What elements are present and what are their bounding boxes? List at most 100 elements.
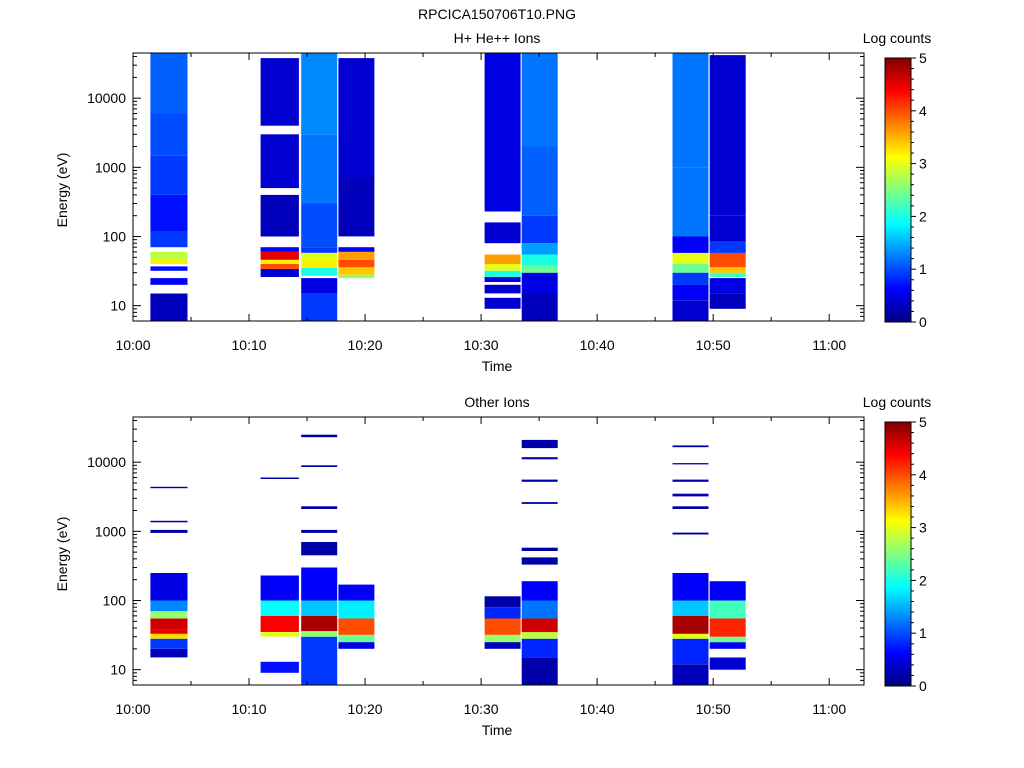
- spectrogram-cell: [521, 581, 558, 601]
- spectrogram-cell: [709, 581, 746, 601]
- spectrogram-cell: [260, 600, 299, 616]
- colorbar-ticks: 0 1 2 3 4 5: [911, 50, 927, 330]
- spectrogram-cell: [301, 434, 338, 438]
- spectrogram-cell: [521, 632, 558, 639]
- spectrogram-cell: [338, 247, 375, 252]
- y-tick-label: 10: [110, 662, 126, 678]
- spectrogram-cell: [672, 664, 709, 685]
- spectrogram-cell: [260, 251, 299, 260]
- spectrogram-cell: [150, 629, 188, 634]
- colorbar-tick-label: 2: [919, 572, 927, 588]
- spectrogram-cell: [260, 264, 299, 269]
- x-tick-label: 10:20: [348, 701, 383, 717]
- spectrogram-cell: [672, 167, 709, 237]
- x-tick-label: 10:50: [696, 337, 731, 353]
- spectrogram-cell: [260, 134, 299, 189]
- spectrogram-cell: [260, 58, 299, 126]
- spectrogram-cell: [301, 252, 338, 261]
- y-tick-label: 10: [110, 298, 126, 314]
- spectrogram-cell: [301, 631, 338, 637]
- spectrogram-cell: [150, 53, 188, 114]
- spectrogram-cell: [150, 529, 188, 533]
- spectrogram-cell: [521, 272, 558, 294]
- spectrogram-cell: [521, 254, 558, 266]
- spectrogram-cell: [484, 264, 521, 271]
- spectrogram-cell: [484, 270, 521, 277]
- spectrogram-cell: [709, 55, 746, 147]
- spectrogram-cell: [150, 194, 188, 232]
- x-tick-label: 10:00: [115, 337, 150, 353]
- colorbar: Log counts 0 1 2 3 4 5: [863, 30, 932, 330]
- spectrogram-cell: [709, 272, 746, 277]
- spectrogram-cell: [301, 278, 338, 294]
- spectrogram-cell: [338, 600, 375, 619]
- y-axis-label: Energy (eV): [54, 153, 70, 228]
- spectrogram-cell: [338, 634, 375, 643]
- spectrogram-cell: [150, 486, 188, 489]
- y-tick-label: 1000: [95, 159, 126, 175]
- spectrogram-cell: [484, 53, 521, 147]
- spectrogram-cells: [150, 53, 746, 321]
- spectrogram-cell: [150, 600, 188, 612]
- spectrogram-cell: [301, 567, 338, 601]
- spectrogram-cell: [260, 575, 299, 601]
- y-tick-label: 10000: [87, 454, 126, 470]
- spectrogram-cell: [301, 506, 338, 509]
- figure-title: RPCICA150706T10.PNG: [418, 6, 576, 22]
- spectrogram-cell: [150, 611, 188, 619]
- spectrogram-cell: [521, 439, 558, 449]
- spectrogram-cell: [301, 134, 338, 204]
- spectrogram-cell: [484, 607, 521, 619]
- spectrogram-cell: [672, 506, 709, 509]
- spectrogram-cell: [521, 618, 558, 633]
- colorbar-tick-label: 3: [919, 520, 927, 536]
- spectrogram-cell: [150, 251, 188, 260]
- panel-title: Other Ions: [464, 394, 529, 410]
- spectrogram-cell: [338, 251, 375, 260]
- colorbar-ticks: 0 1 2 3 4 5: [911, 414, 927, 694]
- panel-other-ions: Other Ions 10:00 10:10 10:20 10:30 10:40 10:5…: [54, 394, 931, 738]
- spectrogram-cell: [672, 284, 709, 301]
- x-tick-label: 10:00: [115, 701, 150, 717]
- colorbar-tick-label: 5: [919, 50, 927, 66]
- y-tick-label: 10000: [87, 90, 126, 106]
- spectrogram-cell: [150, 266, 188, 271]
- spectrogram-cell: [301, 53, 338, 135]
- spectrogram-cell: [521, 479, 558, 482]
- colorbar-label: Log counts: [863, 394, 932, 410]
- plot-frame: [132, 52, 865, 322]
- x-tick-label: 11:00: [812, 701, 846, 717]
- spectrogram-cell: [150, 638, 188, 649]
- spectrogram-cell: [709, 600, 746, 619]
- spectrogram-cell: [338, 584, 375, 601]
- spectrogram-cell: [709, 146, 746, 216]
- x-axis-label: Time: [482, 722, 513, 738]
- spectrogram-cell: [301, 247, 338, 253]
- spectrogram-cell: [672, 236, 709, 253]
- spectrogram-cell: [150, 633, 188, 639]
- spectrogram-cell: [672, 573, 709, 601]
- spectrogram-cell: [484, 284, 521, 294]
- spectrogram-cell: [672, 633, 709, 639]
- panel-title: H+ He++ Ions: [454, 30, 541, 46]
- spectrogram-cell: [150, 618, 188, 630]
- spectrogram-cell: [484, 618, 521, 635]
- spectrogram-cell: [260, 259, 299, 264]
- spectrogram-cell: [709, 657, 746, 670]
- x-tick-label: 10:20: [348, 337, 383, 353]
- spectrogram-cell: [150, 293, 188, 321]
- colorbar-tick-label: 2: [919, 208, 927, 224]
- spectrogram-cell: [521, 215, 558, 244]
- spectrogram-cell: [484, 277, 521, 282]
- spectrogram-cell: [521, 547, 558, 551]
- spectrogram-cell: [672, 264, 709, 273]
- y-tick-label: 100: [103, 228, 127, 244]
- y-tick-label: 100: [103, 592, 127, 608]
- colorbar-gradient: [884, 421, 912, 687]
- spectrogram-cell: [521, 53, 558, 147]
- spectrogram-cell: [521, 600, 558, 619]
- x-tick-label: 10:50: [696, 701, 731, 717]
- spectrogram-cell: [672, 300, 709, 321]
- spectrogram-cell: [301, 542, 338, 556]
- spectrogram-cell: [484, 596, 521, 608]
